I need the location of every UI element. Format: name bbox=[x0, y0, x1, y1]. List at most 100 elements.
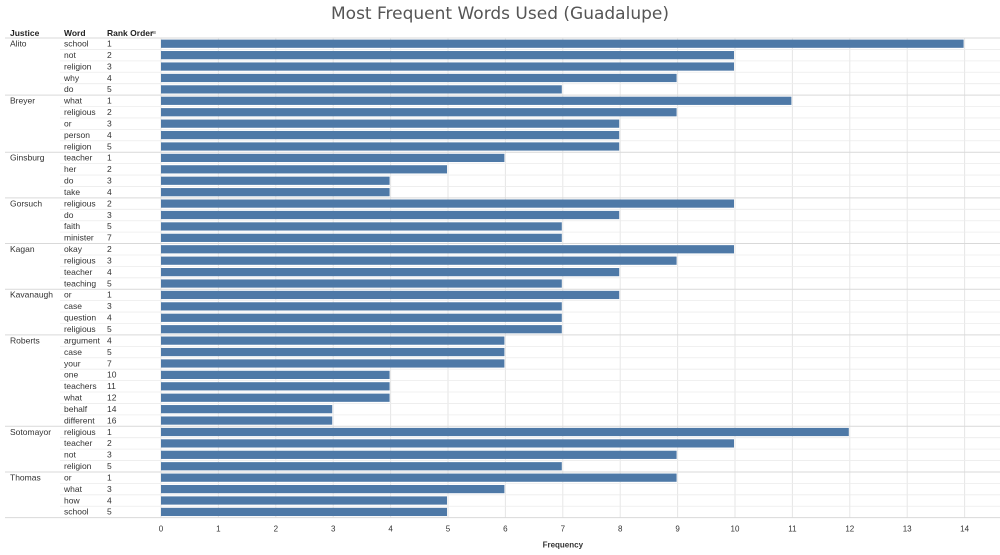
justice-label: Kavanaugh bbox=[10, 290, 53, 300]
rank-label: 3 bbox=[107, 255, 112, 265]
bar bbox=[161, 62, 734, 71]
bar bbox=[161, 473, 677, 482]
rank-label: 14 bbox=[107, 404, 117, 414]
rank-label: 5 bbox=[107, 461, 112, 471]
x-tick-label: 12 bbox=[845, 525, 854, 534]
rank-label: 7 bbox=[107, 358, 112, 368]
rank-label: 5 bbox=[107, 84, 112, 94]
rank-label: 10 bbox=[107, 370, 117, 380]
bar bbox=[161, 153, 505, 163]
bar bbox=[161, 496, 447, 505]
rank-label: 3 bbox=[107, 61, 112, 71]
x-tick-label: 8 bbox=[618, 525, 623, 534]
x-tick-label: 3 bbox=[331, 525, 336, 534]
word-label: question bbox=[64, 313, 96, 323]
bar bbox=[161, 484, 505, 494]
x-tick-label: 10 bbox=[731, 525, 740, 534]
rank-label: 16 bbox=[107, 415, 117, 425]
word-label: take bbox=[64, 187, 80, 197]
bar bbox=[161, 176, 390, 185]
word-label: what bbox=[63, 484, 83, 494]
rank-label: 5 bbox=[107, 324, 112, 334]
rank-order-column-header[interactable]: Rank Order bbox=[107, 28, 154, 38]
bar bbox=[161, 39, 964, 48]
rank-label: 2 bbox=[107, 50, 112, 60]
word-column-header[interactable]: Word bbox=[64, 28, 86, 38]
bar bbox=[161, 347, 505, 357]
bar bbox=[161, 313, 562, 322]
rank-label: 1 bbox=[107, 153, 112, 163]
rank-label: 7 bbox=[107, 233, 112, 243]
x-tick-label: 0 bbox=[159, 525, 164, 534]
justice-label: Alito bbox=[10, 39, 27, 49]
word-label: or bbox=[64, 472, 72, 482]
x-tick-label: 7 bbox=[561, 525, 566, 534]
rank-label: 1 bbox=[107, 39, 112, 49]
word-label: why bbox=[63, 73, 80, 83]
bar bbox=[161, 507, 447, 517]
rank-label: 4 bbox=[107, 495, 112, 505]
bar bbox=[161, 96, 792, 105]
word-label: teacher bbox=[64, 438, 93, 448]
rank-label: 4 bbox=[107, 335, 112, 345]
word-label: minister bbox=[64, 233, 94, 243]
rank-label: 1 bbox=[107, 472, 112, 482]
bar bbox=[161, 199, 734, 208]
bar bbox=[161, 188, 390, 197]
bar bbox=[161, 382, 390, 391]
bar bbox=[161, 51, 734, 60]
bar bbox=[161, 302, 562, 311]
word-label: one bbox=[64, 370, 78, 380]
word-label: okay bbox=[64, 244, 83, 254]
word-label: your bbox=[64, 358, 81, 368]
rank-label: 3 bbox=[107, 450, 112, 460]
bar bbox=[161, 405, 333, 414]
word-label: not bbox=[64, 450, 76, 460]
rank-label: 4 bbox=[107, 267, 112, 277]
word-label: school bbox=[64, 39, 89, 49]
word-label: or bbox=[64, 290, 72, 300]
bar bbox=[161, 233, 562, 242]
rank-label: 5 bbox=[107, 221, 112, 231]
word-label: religion bbox=[64, 461, 92, 471]
rank-label: 3 bbox=[107, 118, 112, 128]
bar bbox=[161, 279, 562, 288]
word-label: teacher bbox=[64, 267, 93, 277]
x-tick-label: 2 bbox=[274, 525, 279, 534]
word-label: what bbox=[63, 393, 83, 403]
rank-label: 3 bbox=[107, 301, 112, 311]
word-label: or bbox=[64, 118, 72, 128]
rank-label: 2 bbox=[107, 107, 112, 117]
rank-label: 1 bbox=[107, 290, 112, 300]
x-tick-label: 14 bbox=[960, 525, 969, 534]
word-label: teachers bbox=[64, 381, 97, 391]
sort-descending-icon[interactable]: ≡ bbox=[152, 30, 157, 37]
justice-column-header[interactable]: Justice bbox=[10, 28, 40, 38]
word-label: teacher bbox=[64, 153, 93, 163]
rank-label: 5 bbox=[107, 278, 112, 288]
justice-label: Thomas bbox=[10, 472, 41, 482]
rank-label: 4 bbox=[107, 313, 112, 323]
bar bbox=[161, 85, 562, 94]
word-label: different bbox=[64, 415, 95, 425]
bar bbox=[161, 142, 620, 151]
word-label: behalf bbox=[64, 404, 88, 414]
word-label: not bbox=[64, 50, 76, 60]
word-label: teaching bbox=[64, 278, 96, 288]
bar bbox=[161, 325, 562, 334]
x-tick-label: 11 bbox=[788, 525, 797, 534]
word-label: her bbox=[64, 164, 76, 174]
rank-label: 1 bbox=[107, 96, 112, 106]
bar bbox=[161, 336, 505, 345]
x-tick-label: 1 bbox=[216, 525, 221, 534]
bar bbox=[161, 370, 390, 379]
word-label: religious bbox=[64, 255, 96, 265]
bar bbox=[161, 165, 447, 174]
justice-label: Kagan bbox=[10, 244, 35, 254]
bar bbox=[161, 222, 562, 231]
x-tick-label: 9 bbox=[675, 525, 680, 534]
rank-label: 3 bbox=[107, 176, 112, 186]
bar bbox=[161, 359, 505, 368]
word-label: do bbox=[64, 210, 74, 220]
rank-label: 3 bbox=[107, 210, 112, 220]
